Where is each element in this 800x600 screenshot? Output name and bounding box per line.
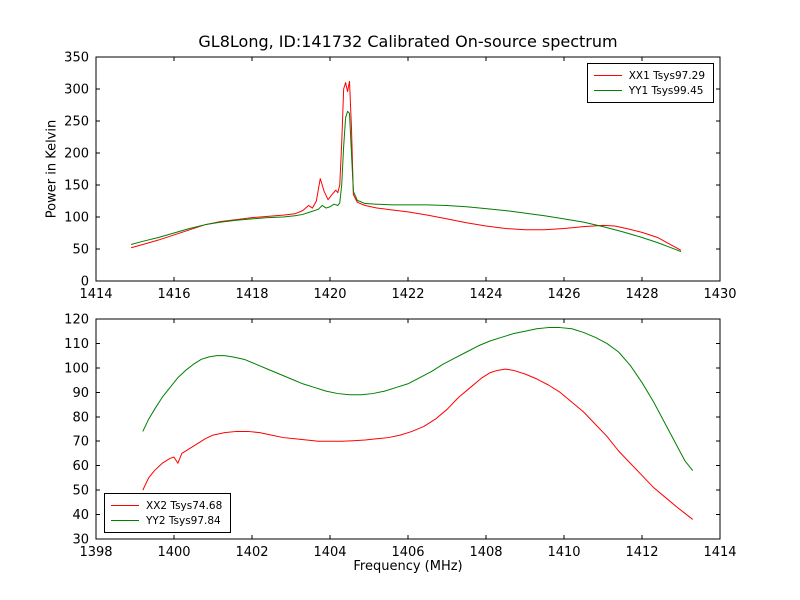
y-tick-label: 0 [81,275,89,290]
y-tick-label: 300 [64,83,89,98]
y-tick-label: 100 [64,211,89,226]
x-tick-label: 1398 [79,545,112,560]
legend-entry: XX2 Tsys74.68 [111,498,222,513]
axes-frame [95,56,721,282]
legend-label: XX2 Tsys74.68 [146,499,223,512]
legend-line-red-icon [111,505,139,506]
x-tick-label: 1428 [625,287,658,302]
x-tick-label: 1408 [469,545,502,560]
y-tick-label: 80 [72,410,89,425]
x-tick-label: 1418 [235,287,268,302]
y-tick-label: 90 [72,386,89,401]
x-tick-label: 1420 [313,287,346,302]
series-line [142,368,694,520]
x-tick-label: 1414 [703,545,736,560]
y-tick-label: 50 [72,484,89,499]
legend-line-red-icon [593,75,622,76]
legend-top: XX1 Tsys97.29 YY1 Tsys99.45 [586,63,714,103]
legend-label: YY2 Tsys97.84 [146,514,221,527]
y-tick-label: 30 [72,533,89,548]
x-tick-label: 1414 [79,287,112,302]
x-tick-label: 1422 [391,287,424,302]
x-tick-label: 1406 [391,545,424,560]
y-tick-label: 120 [64,313,89,328]
x-tick-label: 1426 [547,287,580,302]
x-tick-label: 1400 [157,545,190,560]
y-tick-label: 60 [72,459,89,474]
x-tick-label: 1412 [625,545,658,560]
y-tick-label: 250 [64,115,89,130]
series-line [130,80,682,251]
x-tick-label: 1404 [313,545,346,560]
series-line [130,110,682,253]
y-tick-label: 200 [64,147,89,162]
legend-label: YY1 Tsys99.45 [628,84,704,97]
y-tick-label: 50 [72,243,89,258]
x-tick-label: 1430 [703,287,736,302]
legend-line-green-icon [111,520,139,521]
legend-entry: YY1 Tsys99.45 [593,83,705,98]
x-tick-label: 1416 [157,287,190,302]
axes-frame [95,318,721,540]
legend-line-green-icon [593,90,622,91]
y-tick-label: 150 [64,179,89,194]
x-tick-label: 1402 [235,545,268,560]
legend-entry: XX1 Tsys97.29 [593,68,705,83]
x-axis-label: Frequency (MHz) [353,559,463,574]
x-tick-label: 1410 [547,545,580,560]
y-tick-label: 40 [72,508,89,523]
y-tick-label: 350 [64,51,89,66]
legend-entry: YY2 Tsys97.84 [111,513,222,528]
y-tick-label: 110 [64,337,89,352]
y-tick-label: 100 [64,361,89,376]
y-tick-label: 70 [72,435,89,450]
chart-title: GL8Long, ID:141732 Calibrated On-source … [198,32,618,51]
series-line [142,327,694,471]
legend-bottom: XX2 Tsys74.68 YY2 Tsys97.84 [104,493,232,533]
x-tick-label: 1424 [469,287,502,302]
legend-label: XX1 Tsys97.29 [628,69,705,82]
